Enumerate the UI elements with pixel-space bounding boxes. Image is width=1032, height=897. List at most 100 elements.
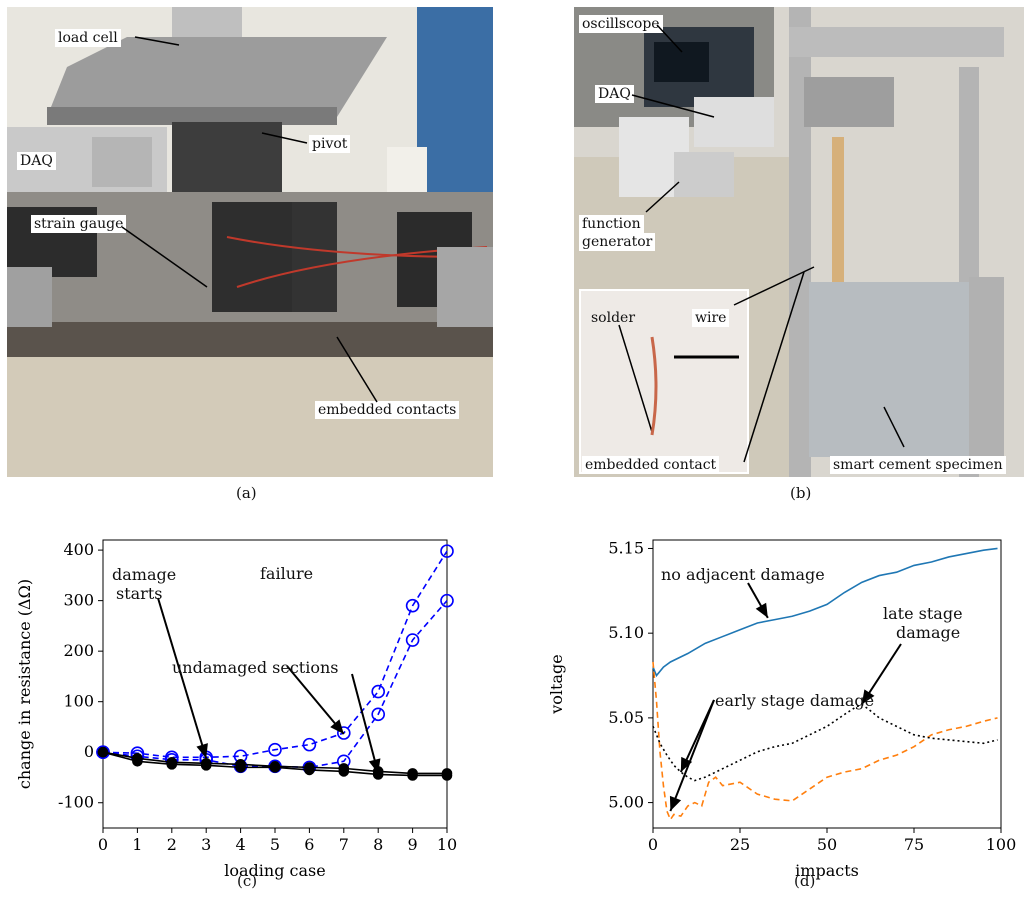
x-tick-label: 2 (167, 835, 177, 854)
data-point (200, 760, 212, 771)
data-point (268, 742, 282, 757)
label-smart-cement-specimen: smart cement specimen (830, 456, 1006, 474)
arrow-early-stage-orange-shaft (669, 699, 715, 812)
caption-b: (b) (790, 484, 812, 502)
arrow-damage-starts-head (196, 743, 208, 759)
x-tick-label: 10 (437, 835, 457, 854)
label-strain-gauge: strain gauge (31, 215, 127, 233)
label-function: function (579, 215, 644, 233)
x-tick-label: 9 (408, 835, 418, 854)
series-line-1 (102, 600, 448, 769)
data-point (302, 737, 317, 752)
data-point (97, 746, 109, 758)
y-tick-label: 300 (63, 591, 94, 610)
arrow-failure-shaft (286, 665, 345, 735)
arrow-undamaged-head (368, 758, 381, 774)
x-tick-label: 0 (648, 835, 658, 854)
x-tick-label: 50 (817, 835, 837, 854)
caption-c: (c) (237, 872, 258, 890)
data-point (338, 766, 350, 777)
y-tick-label: 5.10 (608, 623, 644, 642)
x-tick-label: 3 (201, 835, 211, 854)
label-daq-b: DAQ (595, 85, 634, 103)
data-point (336, 726, 351, 740)
x-tick-label: 25 (730, 835, 750, 854)
y-tick-label: 5.05 (608, 708, 644, 727)
cement-specimen (809, 282, 969, 457)
y-tick-label: -100 (58, 793, 94, 812)
data-point (371, 684, 386, 699)
label-load-cell: load cell (55, 29, 121, 47)
x-tick-label: 0 (98, 835, 108, 854)
x-tick-label: 1 (132, 835, 142, 854)
panel-b-arrows (618, 24, 905, 463)
chart-d-svg: 0 25 50 75 100 5.00 5.05 5.10 5.15 impacts voltage (547, 538, 1017, 880)
label-generator: generator (579, 233, 656, 251)
label-oscillscope: oscillscope (579, 15, 663, 33)
panel-b-photo: oscillscope DAQ function generator solde… (574, 7, 1024, 477)
y-tick-label: 400 (63, 540, 94, 559)
chart-d: 0 25 50 75 100 5.00 5.05 5.10 5.15 impacts voltage (516, 520, 1032, 897)
chart-c-svg: 0 1 2 3 4 5 6 7 8 9 10 -100 0 100 200 300 400 loading cas… (15, 539, 457, 880)
arrow-undamaged-shaft (351, 673, 380, 774)
label-embedded-contact: embedded contact (582, 456, 720, 474)
y-tick-label: 5.15 (608, 538, 644, 557)
data-point (235, 762, 246, 773)
data-point (405, 598, 420, 613)
y-tick-label: 0 (84, 742, 94, 761)
data-point (441, 770, 453, 781)
series-line-0 (102, 550, 448, 759)
arrow-late-stage-head (861, 689, 875, 705)
daq-box (694, 97, 774, 147)
series-line-0 (652, 547, 998, 678)
data-point (440, 593, 454, 608)
label-daq: DAQ (17, 152, 56, 170)
c-ann-starts: starts (116, 584, 163, 603)
blue-frame (417, 7, 493, 207)
x-tick-label: 5 (270, 835, 280, 854)
x-tick-label: 75 (904, 835, 924, 854)
x-tick-label: 6 (304, 835, 314, 854)
c-ann-failure: failure (260, 564, 314, 583)
data-point (132, 756, 143, 767)
caption-d: (d) (794, 872, 816, 890)
panel-a-photo: load cell pivot DAQ strain gauge embedde… (7, 7, 493, 477)
data-point (407, 770, 418, 781)
label-wire: wire (692, 309, 730, 327)
d-ann-late-damage: damage (896, 623, 961, 642)
label-pivot: pivot (309, 135, 351, 153)
c-ann-damage: damage (112, 565, 177, 584)
arrow-early-stage-orange-head (669, 795, 682, 812)
data-point (440, 544, 454, 558)
pivot-block (172, 122, 282, 202)
arrow-failure-head (330, 719, 344, 735)
data-point (405, 633, 420, 647)
y-tick-label: 100 (63, 692, 94, 711)
y-axis-label: voltage (547, 654, 566, 714)
x-tick-label: 4 (236, 835, 246, 854)
y-tick-label: 200 (63, 641, 94, 660)
data-point (269, 762, 281, 773)
series-line-2 (652, 703, 998, 782)
y-axis-label: change in resistance (ΔΩ) (15, 579, 34, 789)
chart-c: 0 1 2 3 4 5 6 7 8 9 10 -100 0 100 200 300 400 loading cas… (0, 520, 516, 897)
series-line-1 (652, 661, 998, 822)
d-ann-late-stage: late stage (883, 604, 963, 623)
function-generator (674, 152, 734, 197)
arrow-no-adjacent-head (755, 602, 768, 618)
arrow-damage-starts-shaft (157, 597, 208, 759)
x-tick-label: 8 (373, 835, 383, 854)
x-axis-label: loading case (224, 861, 325, 880)
c-ann-undamaged: undamaged sections (172, 658, 339, 677)
data-point (304, 764, 315, 776)
panel-a-arrows (121, 36, 378, 403)
data-point (371, 707, 386, 722)
x-axis-label: impacts (795, 861, 859, 880)
data-point (166, 759, 178, 770)
caption-a: (a) (236, 484, 257, 502)
label-embedded-contacts: embedded contacts (315, 401, 460, 419)
x-tick-label: 100 (986, 835, 1017, 854)
y-tick-label: 5.00 (608, 793, 644, 812)
d-ann-no-adjacent: no adjacent damage (661, 565, 825, 584)
d-ann-early-stage: early stage damage (715, 691, 875, 710)
